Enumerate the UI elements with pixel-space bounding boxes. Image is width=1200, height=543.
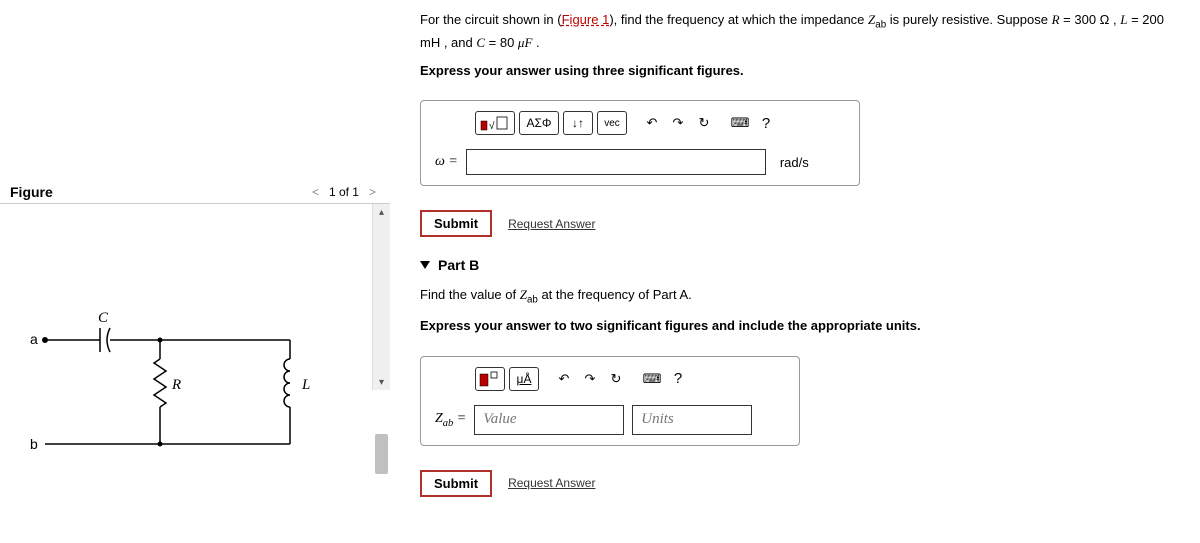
omega-input[interactable]: [466, 149, 766, 175]
part-a-toolbar: √ ΑΣΦ ↓↑ vec ↶ ↷ ↻ ⌨ ?: [475, 111, 845, 135]
templates-btn[interactable]: √: [475, 111, 515, 135]
redo-btn[interactable]: ↷: [667, 112, 689, 134]
part-b-instruction: Express your answer to two significant f…: [420, 316, 1180, 336]
scripts-btn[interactable]: ↓↑: [563, 111, 593, 135]
part-a-submit-btn[interactable]: Submit: [420, 210, 492, 237]
circuit-diagram: a C R L: [10, 304, 350, 484]
part-b-submit-btn[interactable]: Submit: [420, 470, 492, 497]
scroll-thumb[interactable]: [375, 434, 388, 474]
vec-btn[interactable]: vec: [597, 111, 627, 135]
zab-units-input[interactable]: [632, 405, 752, 435]
part-b-title: Part B: [438, 257, 479, 273]
zab-label: Zab =: [435, 411, 466, 429]
figure-nav: < 1 of 1 >: [308, 185, 380, 199]
part-a-submit-row: Submit Request Answer: [420, 210, 1180, 237]
part-b-submit-row: Submit Request Answer: [420, 470, 1180, 497]
figure-panel: Figure < 1 of 1 > a C: [0, 0, 390, 543]
part-b-request-link[interactable]: Request Answer: [508, 476, 595, 490]
help-btn[interactable]: ?: [755, 112, 777, 134]
help-btn-b[interactable]: ?: [667, 368, 689, 390]
terminal-a-label: a: [30, 331, 38, 347]
reset-btn[interactable]: ↻: [693, 112, 715, 134]
part-a-answer-box: √ ΑΣΦ ↓↑ vec ↶ ↷ ↻ ⌨ ? ω = rad/s: [420, 100, 860, 186]
keyboard-btn[interactable]: ⌨: [729, 112, 751, 134]
templates-btn-b[interactable]: [475, 367, 505, 391]
part-b-answer-row: Zab =: [435, 405, 785, 435]
resistor-label: R: [171, 377, 181, 393]
figure-nav-text: 1 of 1: [329, 185, 359, 199]
part-a-answer-row: ω = rad/s: [435, 149, 845, 175]
undo-btn[interactable]: ↶: [641, 112, 663, 134]
part-b-question: Find the value of Zab at the frequency o…: [420, 285, 1180, 308]
scroll-up-icon[interactable]: ▴: [373, 204, 390, 220]
redo-btn-b[interactable]: ↷: [579, 368, 601, 390]
figure-link[interactable]: Figure 1: [562, 12, 610, 27]
figure-prev-btn[interactable]: <: [308, 185, 323, 199]
part-b-toolbar: μÅ ↶ ↷ ↻ ⌨ ?: [475, 367, 785, 391]
svg-text:√: √: [489, 120, 495, 131]
terminal-b-label: b: [30, 436, 38, 452]
reset-btn-b[interactable]: ↻: [605, 368, 627, 390]
part-b-answer-box: μÅ ↶ ↷ ↻ ⌨ ? Zab =: [420, 356, 800, 446]
part-a-question: For the circuit shown in (Figure 1), fin…: [420, 10, 1180, 53]
omega-label: ω =: [435, 154, 458, 170]
collapse-icon: [420, 261, 430, 269]
part-b-header[interactable]: Part B: [420, 257, 1180, 273]
keyboard-btn-b[interactable]: ⌨: [641, 368, 663, 390]
figure-next-btn[interactable]: >: [365, 185, 380, 199]
part-a-instruction: Express your answer using three signific…: [420, 61, 1180, 81]
undo-btn-b[interactable]: ↶: [553, 368, 575, 390]
capacitor-label: C: [98, 310, 109, 326]
inductor-label: L: [301, 377, 310, 393]
figure-scrollbar[interactable]: ▴ ▾: [372, 204, 390, 390]
omega-unit: rad/s: [780, 155, 809, 170]
question-panel: For the circuit shown in (Figure 1), fin…: [390, 0, 1200, 543]
units-btn-b[interactable]: μÅ: [509, 367, 539, 391]
figure-header: Figure < 1 of 1 >: [0, 180, 390, 204]
greek-btn[interactable]: ΑΣΦ: [519, 111, 559, 135]
zab-value-input[interactable]: [474, 405, 624, 435]
scroll-down-icon[interactable]: ▾: [373, 374, 390, 390]
figure-body: a C R L: [0, 204, 390, 524]
part-a-request-link[interactable]: Request Answer: [508, 217, 595, 231]
figure-title: Figure: [10, 184, 53, 200]
